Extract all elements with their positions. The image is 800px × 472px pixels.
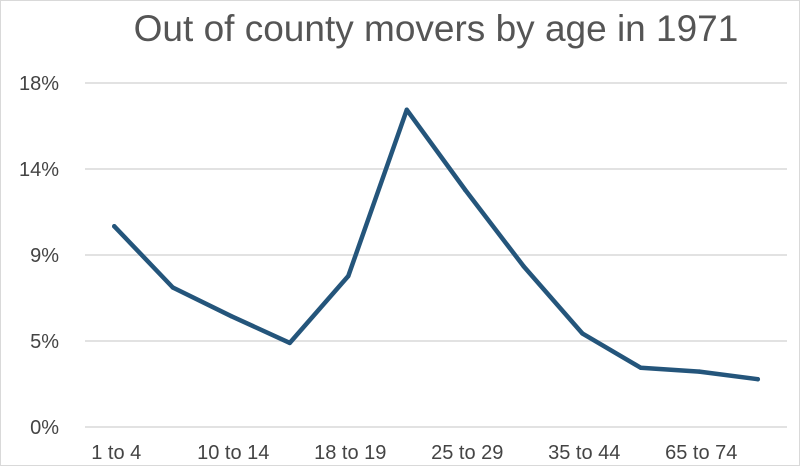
data-point [404, 107, 409, 112]
chart-title: Out of county movers by age in 1971 [134, 8, 739, 49]
data-point [346, 273, 351, 279]
x-axis-tick-labels: 1 to 4 10 to 14 18 to 19 25 to 29 35 to 44 65… [91, 442, 737, 464]
series-layer [112, 107, 761, 382]
data-point [170, 285, 175, 290]
data-point [697, 369, 702, 374]
data-point [463, 187, 468, 193]
x-tick-label: 18 to 19 [314, 442, 386, 464]
y-tick-label: 0% [30, 417, 59, 439]
data-point [521, 264, 526, 269]
x-tick-label: 65 to 74 [665, 442, 737, 464]
data-point [229, 313, 234, 319]
x-tick-label: 35 to 44 [548, 442, 620, 464]
data-point [580, 331, 585, 336]
x-tick-label: 10 to 14 [197, 442, 269, 464]
data-point [287, 340, 292, 346]
x-tick-label: 25 to 29 [431, 442, 503, 464]
y-tick-label: 18% [19, 73, 59, 95]
data-point [755, 377, 760, 382]
y-tick-label: 14% [19, 159, 59, 181]
y-tick-label: 5% [30, 331, 59, 353]
gridlines [85, 82, 787, 428]
x-tick-label: 1 to 4 [91, 442, 141, 464]
y-axis-tick-labels: 0% 5% 9% 14% 18% [19, 73, 59, 439]
series-line [112, 107, 761, 382]
data-point [638, 365, 643, 370]
y-tick-label: 9% [30, 245, 59, 267]
data-point [112, 224, 117, 229]
